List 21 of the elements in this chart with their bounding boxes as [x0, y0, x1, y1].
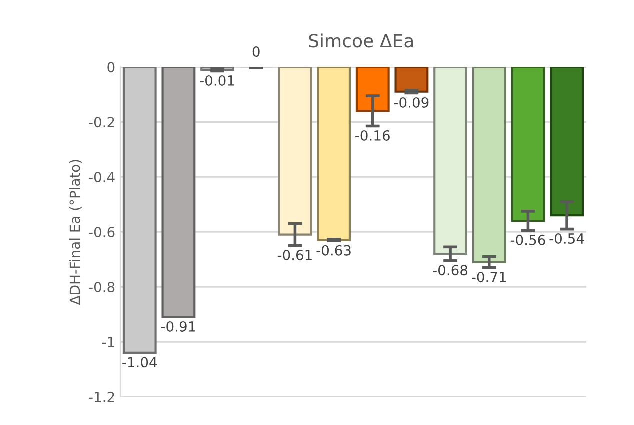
y-tick-label: -1.2 [89, 392, 114, 402]
y-tick-label: -0.4 [89, 172, 115, 183]
data-label: -0.54 [550, 234, 584, 244]
y-axis-title: ΔDH-Final Ea (°Plato) [70, 160, 82, 306]
data-label: -0.16 [356, 130, 390, 141]
y-tick-label: -0.6 [89, 227, 115, 238]
y-tick-label: -0.2 [89, 117, 114, 128]
data-label: -0.71 [472, 272, 506, 282]
data-label: -0.09 [394, 97, 429, 108]
y-tick-label: -0.8 [89, 282, 115, 292]
data-label: -0.01 [200, 75, 234, 86]
data-label: -1.04 [122, 357, 158, 368]
data-label: -0.68 [433, 265, 468, 276]
y-tick-label: 0 [108, 62, 115, 73]
data-label: -0.56 [510, 234, 546, 246]
data-label: -0.61 [278, 250, 312, 260]
y-tick-label: -1 [102, 337, 114, 348]
data-label: -0.91 [161, 321, 196, 332]
data-label: 0 [252, 46, 260, 58]
data-label: -0.63 [316, 245, 351, 256]
chart-title: Simcoe ΔEa [309, 34, 414, 48]
